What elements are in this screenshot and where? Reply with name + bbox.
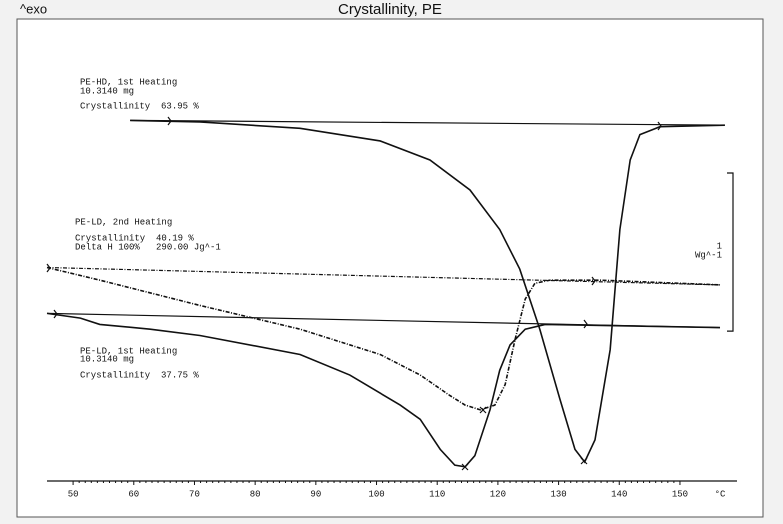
annotation: Crystallinity 37.75 % [80,370,199,380]
curve [130,119,725,464]
annotation: Crystallinity 40.19 % [75,233,194,243]
exo-label: ^exo [20,1,47,16]
x-tick-label: 70 [189,489,200,499]
plot-frame [16,18,764,518]
annotation: PE-HD, 1st Heating [80,77,177,87]
annotation: 10.3140 mg [80,86,134,96]
annotation: Delta H 100% 290.00 Jg^-1 [75,242,221,252]
x-tick-label: 50 [68,489,79,499]
chart-title: Crystallinity, PE [338,1,442,18]
curve [130,119,725,126]
x-tick-label: 80 [250,489,261,499]
x-unit: °C [715,489,726,499]
x-tick-label: 130 [550,489,566,499]
x-tick-label: 100 [368,489,384,499]
curve [46,266,721,411]
scale-value: 1 [717,241,722,251]
x-tick-label: 140 [611,489,627,499]
annotation: PE-LD, 1st Heating [80,346,177,356]
curve [46,266,721,286]
curve [46,312,721,468]
x-tick-label: 120 [490,489,506,499]
x-tick-label: 90 [310,489,321,499]
x-tick-label: 60 [128,489,139,499]
annotation: Crystallinity 63.95 % [80,101,199,111]
annotation: PE-LD, 2nd Heating [75,217,172,227]
scale-bar [727,172,734,332]
x-tick-label: 150 [672,489,688,499]
curve [46,312,721,329]
scale-unit: Wg^-1 [695,250,722,260]
annotation: 10.3140 mg [80,354,134,364]
x-tick-label: 110 [429,489,445,499]
